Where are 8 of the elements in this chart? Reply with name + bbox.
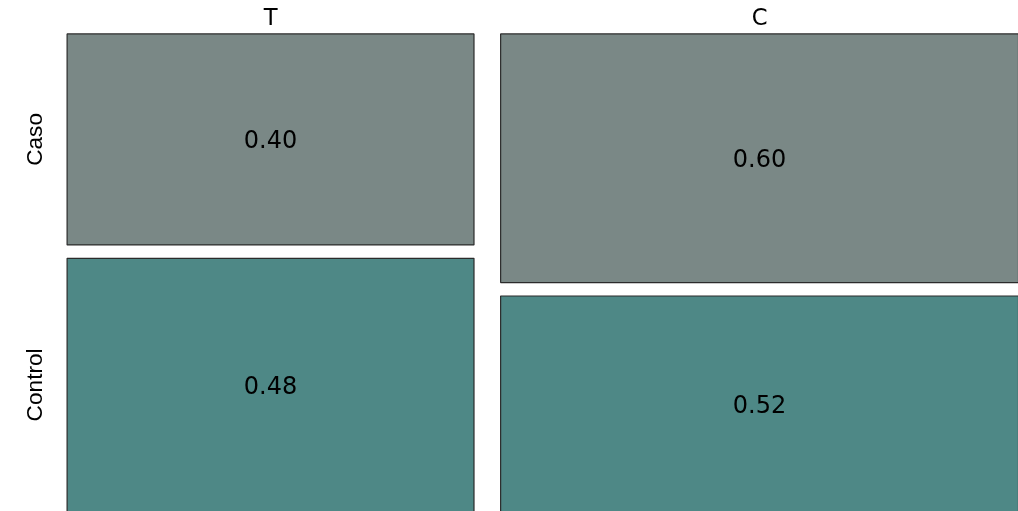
y-tick-label: Caso bbox=[20, 112, 47, 166]
data-label: 0.52 bbox=[732, 390, 787, 419]
y-tick-label: Control bbox=[20, 348, 47, 422]
x-tick-label: C bbox=[751, 4, 768, 31]
data-label: 0.60 bbox=[732, 145, 787, 174]
data-label: 0.40 bbox=[243, 126, 298, 155]
x-tick-label: T bbox=[262, 4, 278, 31]
data-label: 0.48 bbox=[243, 371, 298, 400]
